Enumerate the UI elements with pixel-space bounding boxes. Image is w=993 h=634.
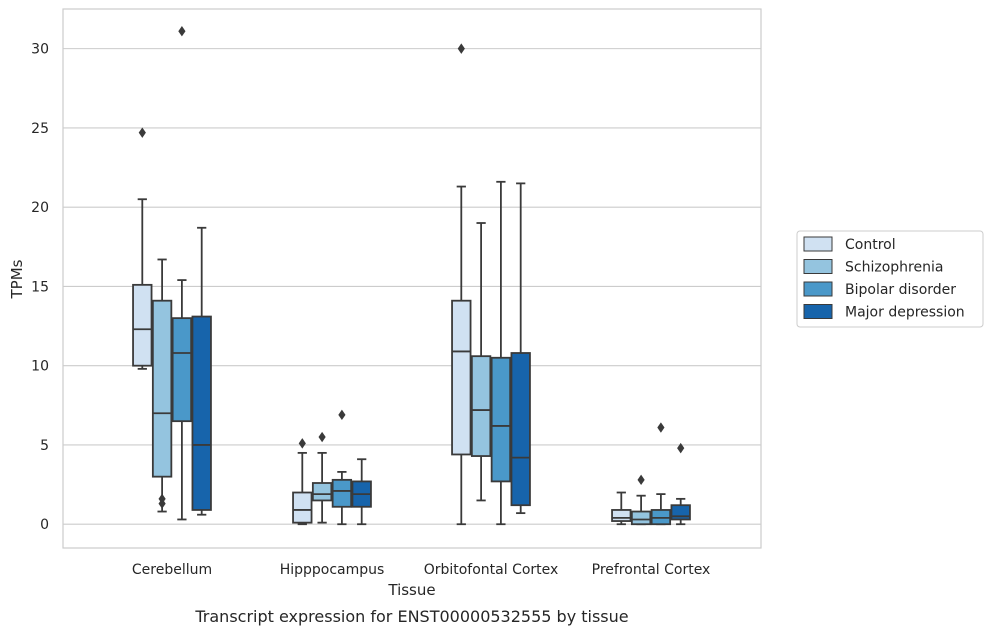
outlier-point <box>298 438 306 449</box>
box-1-0 <box>151 258 173 513</box>
box-body <box>331 478 353 508</box>
box-body <box>611 509 632 522</box>
box-3-3 <box>670 442 691 526</box>
outlier-point <box>338 409 346 421</box>
x-tick-label: Cerebellum <box>132 562 212 578</box>
legend-label: Major depression <box>845 305 965 321</box>
x-axis-label: Tissue <box>387 581 435 599</box>
box-body <box>510 352 531 507</box>
legend-swatch <box>803 304 833 319</box>
box-0-1 <box>292 438 313 526</box>
outlier-point <box>677 442 685 454</box>
box-2-1 <box>331 409 353 526</box>
y-axis-label: TPMs <box>8 259 26 299</box>
y-tick-label: 20 <box>31 200 49 216</box>
x-tick-label: Prefrontal Cortex <box>592 562 711 578</box>
legend-swatch <box>803 281 833 297</box>
chart-title: Transcript expression for ENST0000053255… <box>194 607 628 626</box>
box-1-3 <box>630 474 652 526</box>
box-2-3 <box>650 422 672 526</box>
legend-label: Control <box>845 237 896 253</box>
y-tick-label: 30 <box>31 42 49 58</box>
box-3-0 <box>191 226 212 516</box>
box-body <box>490 356 512 483</box>
legend-label: Bipolar disorder <box>845 282 956 298</box>
plot-frame <box>62 8 762 549</box>
outlier-point <box>457 43 465 54</box>
box-body <box>151 299 173 478</box>
box-3-2 <box>510 182 531 515</box>
box-body <box>171 317 193 423</box>
x-tick-label: Orbitofontal Cortex <box>424 562 559 578</box>
box-body <box>630 510 652 526</box>
box-3-1 <box>351 458 372 526</box>
y-tick-label: 15 <box>31 279 49 295</box>
outlier-point <box>318 431 326 443</box>
y-tick-labels: 0 5 10 15 20 25 30 <box>31 42 49 534</box>
outlier-point <box>178 25 186 37</box>
legend-frame <box>796 230 984 328</box>
legend: Control Schizophrenia Bipolar disorder Majo… <box>796 230 984 328</box>
legend-label: Schizophrenia <box>845 260 943 276</box>
outlier-point <box>138 127 146 138</box>
box-layer <box>132 25 691 526</box>
box-body <box>292 491 313 524</box>
box-0-2 <box>451 43 472 526</box>
y-tick-label: 10 <box>31 359 49 375</box>
x-tick-labels: Cerebellum Hipppocampus Orbitofontal Corte… <box>132 562 710 578</box>
box-0-3 <box>611 491 632 526</box>
box-body <box>191 315 212 511</box>
outlier-point <box>637 474 645 486</box>
box-body <box>132 283 153 367</box>
box-body <box>451 299 472 456</box>
y-tick-label: 25 <box>31 121 49 137</box>
outlier-point <box>158 493 166 505</box>
y-tick-label: 5 <box>40 438 49 454</box>
outlier-point <box>657 422 665 433</box>
x-tick-label: Hipppocampus <box>280 562 385 578</box>
box-body <box>670 504 691 521</box>
legend-items: Control Schizophrenia Bipolar disorder Majo… <box>803 236 965 321</box>
box-body <box>311 482 333 502</box>
box-1-2 <box>470 222 492 502</box>
box-2-2 <box>490 180 512 526</box>
box-body <box>470 355 492 457</box>
legend-swatch <box>803 259 833 274</box>
box-1-1 <box>311 431 333 524</box>
box-2-0 <box>171 25 193 521</box>
y-tick-label: 0 <box>40 517 49 533</box>
box-0-0 <box>132 127 153 370</box>
legend-swatch <box>803 236 833 252</box>
